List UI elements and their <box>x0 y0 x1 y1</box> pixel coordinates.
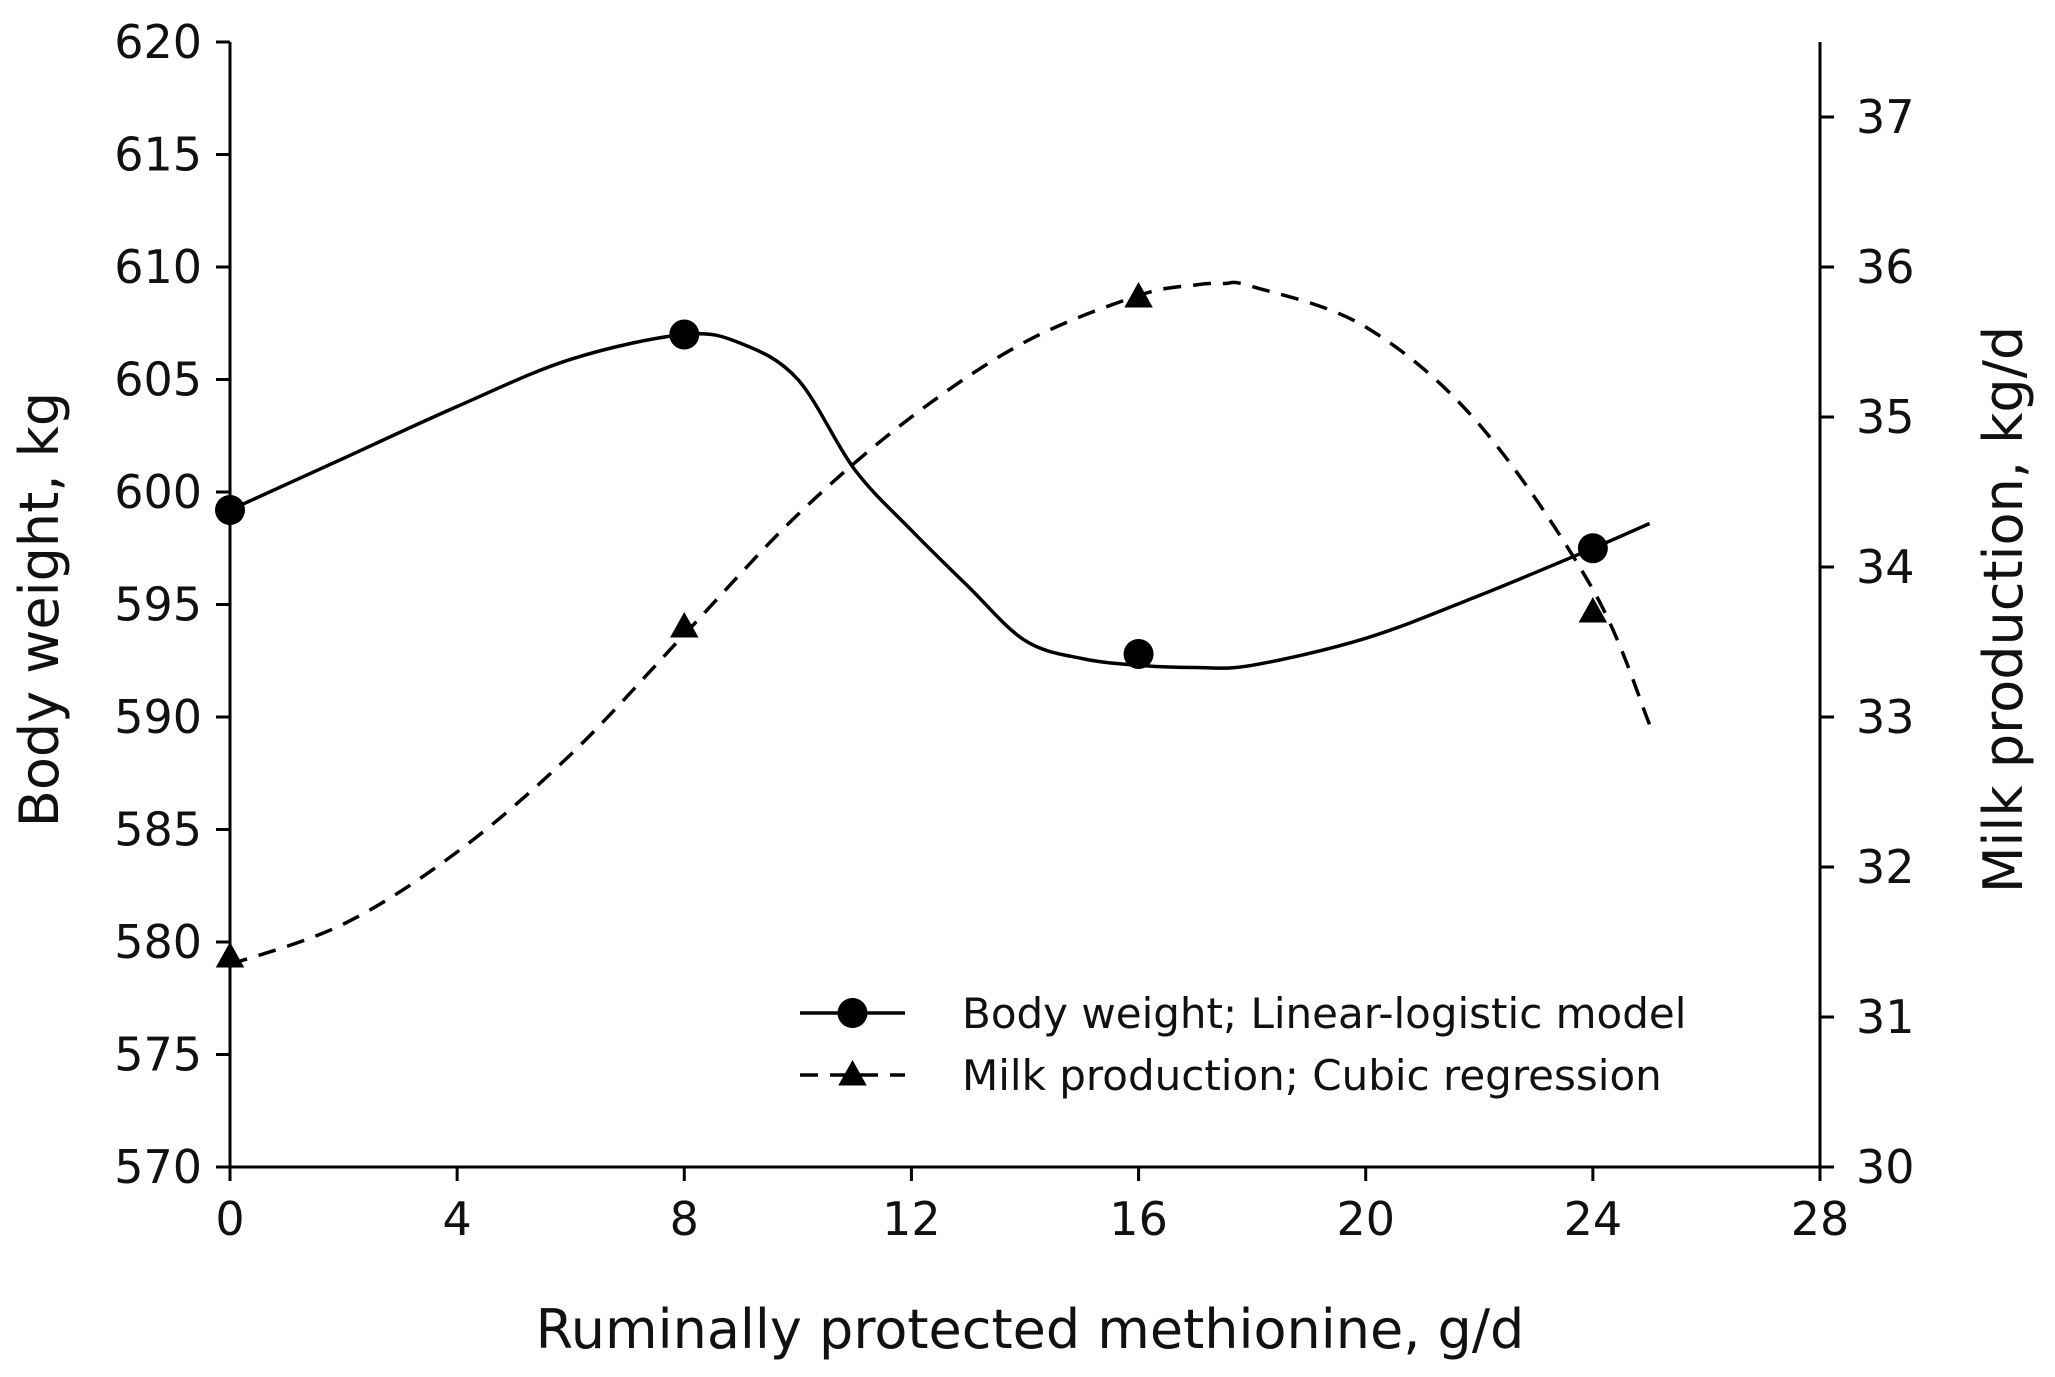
legend: Body weight; Linear-logistic model Milk p… <box>800 989 1686 1100</box>
y2-tick-label: 37 <box>1856 90 1915 144</box>
y2-tick-label: 33 <box>1856 690 1915 744</box>
y2-tick-label: 34 <box>1856 540 1915 594</box>
data-point-milk-production <box>670 612 699 638</box>
y-tick-label: 585 <box>114 803 202 857</box>
data-point-body-weight <box>669 319 700 350</box>
legend-label-1: Body weight; Linear-logistic model <box>962 989 1686 1038</box>
series-line-1 <box>229 332 1651 670</box>
y-tick-label: 600 <box>114 465 202 519</box>
x-tick-label: 4 <box>443 1192 472 1246</box>
data-point-body-weight <box>1123 639 1154 669</box>
data-point-body-weight <box>215 495 245 525</box>
y2-axis-title: Milk production, kg/d <box>1972 326 2035 893</box>
x-axis-title: Ruminally protected methionine, g/d <box>536 1298 1525 1361</box>
data-point-body-weight <box>1577 533 1608 564</box>
y-tick-label: 595 <box>114 578 202 632</box>
legend-marker-triangle <box>838 1060 867 1086</box>
axes: 0 4 8 12 16 20 24 28 570 575 580 585 590 595 600 605 610… <box>114 15 1914 1246</box>
y-tick-label: 605 <box>114 353 202 407</box>
x-tick-label: 8 <box>670 1192 699 1246</box>
y-tick-label: 620 <box>114 15 202 69</box>
legend-marker-circle <box>837 998 868 1028</box>
x-tick-label: 16 <box>1109 1192 1168 1246</box>
y-tick-label: 575 <box>114 1028 202 1082</box>
y-axis-title: Body weight, kg <box>8 392 71 827</box>
x-tick-label: 24 <box>1564 1192 1623 1246</box>
y2-tick-label: 31 <box>1856 990 1915 1044</box>
x-tick-label: 28 <box>1791 1192 1850 1246</box>
y2-tick-label: 36 <box>1856 240 1915 294</box>
y-tick-label: 610 <box>114 240 202 294</box>
y-tick-label: 615 <box>114 128 202 182</box>
legend-label-2: Milk production; Cubic regression <box>962 1051 1662 1100</box>
y2-tick-label: 35 <box>1856 390 1915 444</box>
series-line-2 <box>229 280 1652 967</box>
data-point-milk-production <box>1124 282 1153 308</box>
y-tick-label: 580 <box>114 915 202 969</box>
y2-tick-label: 32 <box>1856 840 1915 894</box>
data-point-milk-production <box>1578 597 1608 623</box>
x-tick-label: 20 <box>1336 1192 1395 1246</box>
data-point-milk-production <box>215 942 245 968</box>
y-tick-label: 590 <box>114 690 202 744</box>
x-tick-label: 0 <box>215 1192 244 1246</box>
y2-tick-label: 30 <box>1856 1140 1915 1194</box>
y-tick-label: 570 <box>114 1140 202 1194</box>
x-tick-label: 12 <box>882 1192 941 1246</box>
plot-area <box>215 280 1652 968</box>
